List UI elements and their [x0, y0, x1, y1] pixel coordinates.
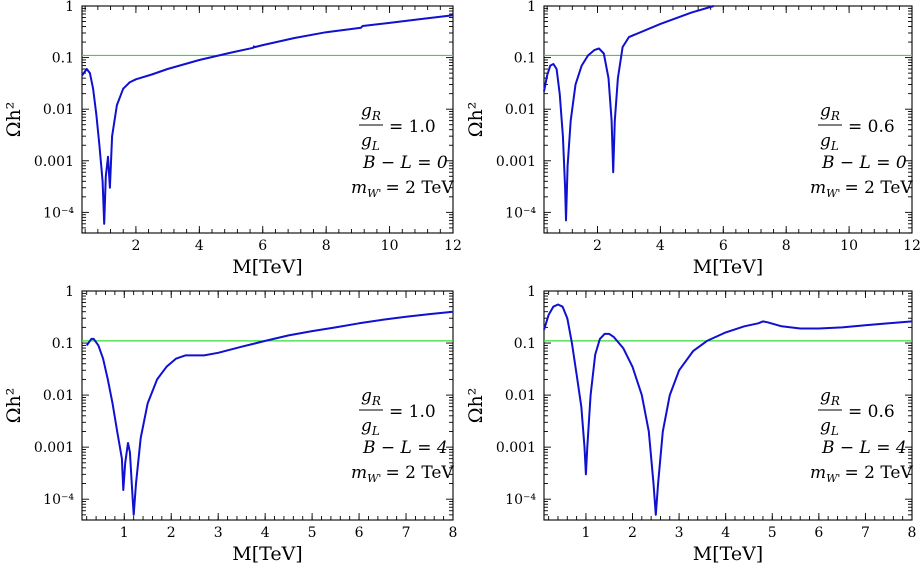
b-minus-l: B − L = 0: [362, 153, 448, 173]
x-tick-label: 2: [593, 238, 602, 254]
y-tick-label: 1: [65, 284, 74, 300]
y-axis-label: Ωh²: [3, 102, 25, 138]
y-tick-label: 10⁻⁴: [43, 205, 74, 221]
x-tick-label: 5: [768, 525, 777, 541]
ratio-numerator: gR: [361, 101, 381, 123]
ratio-value: = 1.0: [389, 402, 436, 422]
x-tick-label: 1: [120, 525, 129, 541]
y-tick-label: 1: [527, 0, 536, 15]
y-axis-label: Ωh²: [465, 102, 487, 138]
x-axis-label: M[TeV]: [232, 256, 302, 278]
ratio-denominator: gL: [361, 416, 380, 438]
ratio-value: = 0.6: [848, 402, 895, 422]
omega-h2-curve: [81, 14, 454, 225]
x-tick-label: 3: [675, 525, 684, 541]
y-tick-label: 0.1: [514, 51, 536, 67]
omega-h2-curve: [543, 303, 913, 516]
y-tick-label: 0.01: [43, 388, 74, 404]
x-tick-label: 5: [308, 525, 317, 541]
x-tick-label: 12: [903, 238, 920, 254]
x-tick-label: 10: [381, 238, 399, 254]
w-prime-mass: mW' = 2 TeV: [351, 178, 454, 200]
y-axis-label: Ωh²: [465, 388, 487, 424]
y-tick-label: 1: [527, 284, 536, 300]
y-tick-label: 10⁻⁴: [505, 205, 536, 221]
ratio-numerator: gR: [820, 386, 840, 408]
ratio-denominator: gL: [820, 131, 839, 153]
y-tick-label: 10⁻⁴: [43, 492, 74, 508]
x-tick-label: 2: [167, 525, 176, 541]
plot-frame: [81, 5, 454, 234]
w-prime-mass: mW' = 2 TeV: [351, 463, 454, 485]
x-tick-label: 4: [656, 238, 665, 254]
panel-3: 1 0.1 0.01 0.001 10⁻⁴ 1 2 3 4 5 6 7 8 M[TeV] Ωh² gR gL = …: [3, 284, 457, 565]
y-tick-label: 1: [65, 0, 74, 15]
x-tick-label: 12: [444, 238, 462, 254]
ratio-denominator: gL: [820, 416, 839, 438]
y-tick-label: 0.01: [505, 102, 536, 118]
x-tick-label: 4: [721, 525, 730, 541]
y-tick-label: 0.001: [496, 440, 536, 456]
annotation: gR gL = 0.6 B − L = 4 mW' = 2 TeV: [810, 386, 913, 485]
x-tick-label: 6: [719, 238, 728, 254]
plot-frame: [543, 290, 913, 521]
ratio-value: = 0.6: [848, 117, 895, 137]
omega-h2-curve: [85, 310, 454, 516]
x-axis-label: M[TeV]: [232, 543, 302, 565]
omega-h2-curve: [543, 5, 715, 222]
y-tick-label: 0.1: [514, 336, 536, 352]
ratio-denominator: gL: [361, 131, 380, 153]
panel-2: 1 0.1 0.01 0.001 10⁻⁴ 2 4 6 8 10 12 M[TeV] Ωh² gR gL = …: [465, 0, 920, 278]
plot-frame: [81, 290, 454, 521]
ratio-value: = 1.0: [389, 117, 436, 137]
x-tick-label: 7: [861, 525, 870, 541]
x-tick-label: 8: [449, 525, 458, 541]
x-tick-label: 8: [908, 525, 917, 541]
y-tick-label: 0.01: [505, 388, 536, 404]
x-axis-label: M[TeV]: [693, 543, 763, 565]
y-axis-label: Ωh²: [3, 388, 25, 424]
b-minus-l: B − L = 4: [362, 438, 448, 458]
x-tick-label: 4: [261, 525, 270, 541]
y-tick-label: 0.01: [43, 102, 74, 118]
x-tick-label: 10: [840, 238, 858, 254]
w-prime-mass: mW' = 2 TeV: [810, 463, 913, 485]
ratio-numerator: gR: [361, 386, 381, 408]
x-tick-label: 8: [322, 238, 331, 254]
y-tick-label: 0.1: [52, 51, 74, 67]
x-tick-label: 2: [628, 525, 637, 541]
x-tick-label: 2: [131, 238, 140, 254]
x-tick-label: 1: [581, 525, 590, 541]
x-tick-label: 6: [258, 238, 267, 254]
y-tick-label: 0.1: [52, 336, 74, 352]
x-tick-label: 3: [214, 525, 223, 541]
x-axis-label: M[TeV]: [693, 256, 763, 278]
plot-frame: [543, 5, 913, 234]
y-tick-label: 10⁻⁴: [505, 492, 536, 508]
panel-4: 1 0.1 0.01 0.001 10⁻⁴ 1 2 3 4 5 6 7 8 M[TeV] Ωh² gR gL = …: [465, 284, 916, 565]
x-tick-label: 8: [782, 238, 791, 254]
x-tick-label: 4: [195, 238, 204, 254]
x-tick-label: 7: [402, 525, 411, 541]
y-tick-label: 0.001: [34, 440, 74, 456]
annotation: gR gL = 0.6 B − L = 0 mW' = 2 TeV: [810, 101, 913, 200]
w-prime-mass: mW' = 2 TeV: [810, 178, 913, 200]
annotation: gR gL = 1.0 B − L = 4 mW' = 2 TeV: [351, 386, 454, 485]
b-minus-l: B − L = 4: [821, 438, 907, 458]
y-tick-label: 0.001: [496, 154, 536, 170]
annotation: gR gL = 1.0 B − L = 0 mW' = 2 TeV: [351, 101, 454, 200]
y-tick-label: 0.001: [34, 154, 74, 170]
x-tick-label: 6: [814, 525, 823, 541]
ratio-numerator: gR: [820, 101, 840, 123]
x-tick-label: 6: [355, 525, 364, 541]
b-minus-l: B − L = 0: [821, 153, 907, 173]
panel-1: 1 0.1 0.01 0.001 10⁻⁴ 2 4 6 8 10 12 M[TeV] Ωh² gR gL = …: [3, 0, 462, 278]
